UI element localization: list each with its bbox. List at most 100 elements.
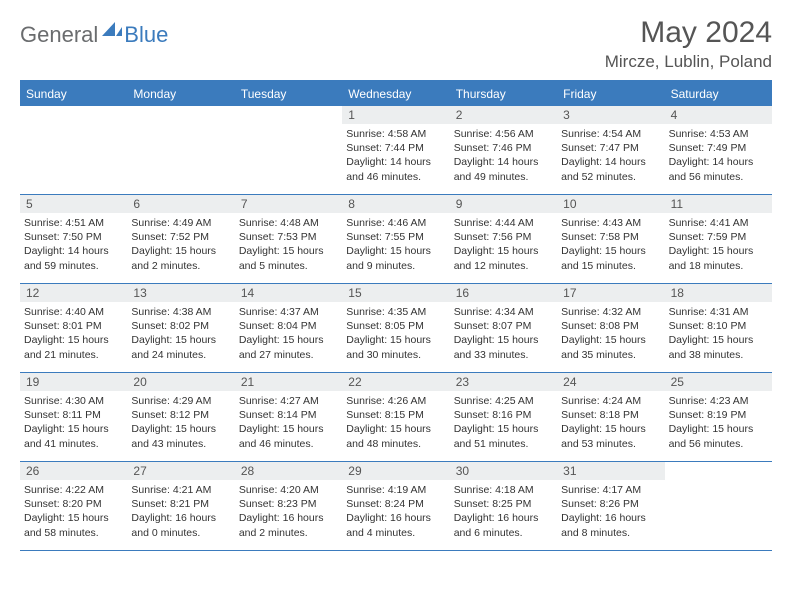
calendar-day: 6 Sunrise: 4:49 AMSunset: 7:52 PMDaylight… <box>127 195 234 283</box>
calendar-day: . <box>127 106 234 194</box>
day-number: 26 <box>20 462 127 480</box>
day-number: 17 <box>557 284 664 302</box>
sunrise-line: Sunrise: 4:56 AM <box>454 127 553 141</box>
sunrise-line: Sunrise: 4:23 AM <box>669 394 768 408</box>
calendar-day: 28Sunrise: 4:20 AMSunset: 8:23 PMDayligh… <box>235 462 342 550</box>
month-title: May 2024 <box>605 16 772 50</box>
sunset-line: Sunset: 7:44 PM <box>346 141 445 155</box>
daylight-line: Daylight: 16 hours and 4 minutes. <box>346 511 445 539</box>
calendar-day: 30Sunrise: 4:18 AMSunset: 8:25 PMDayligh… <box>450 462 557 550</box>
sunrise-line: Sunrise: 4:19 AM <box>346 483 445 497</box>
day-number: 29 <box>342 462 449 480</box>
calendar-day: 7Sunrise: 4:48 AMSunset: 7:53 PMDaylight… <box>235 195 342 283</box>
calendar-day: 15Sunrise: 4:35 AMSunset: 8:05 PMDayligh… <box>342 284 449 372</box>
calendar-week: ...1Sunrise: 4:58 AMSunset: 7:44 PMDayli… <box>20 106 772 195</box>
weekday-header-row: SundayMondayTuesdayWednesdayThursdayFrid… <box>20 82 772 106</box>
sunrise-line: Sunrise: 4:53 AM <box>669 127 768 141</box>
sunset-line: Sunset: 8:01 PM <box>24 319 123 333</box>
daylight-line: Daylight: 15 hours and 2 minutes. <box>131 244 230 272</box>
sunrise-line: Sunrise: 4:25 AM <box>454 394 553 408</box>
sunrise-line: Sunrise: 4:46 AM <box>346 216 445 230</box>
day-info: Sunrise: 4:49 AMSunset: 7:52 PMDaylight:… <box>131 216 230 273</box>
sunset-line: Sunset: 7:49 PM <box>669 141 768 155</box>
sunrise-line: Sunrise: 4:20 AM <box>239 483 338 497</box>
day-number: 15 <box>342 284 449 302</box>
day-info: Sunrise: 4:29 AMSunset: 8:12 PMDaylight:… <box>131 394 230 451</box>
day-number: 7 <box>235 195 342 213</box>
weekday-header: Saturday <box>665 82 772 106</box>
daylight-line: Daylight: 14 hours and 46 minutes. <box>346 155 445 183</box>
calendar-day: 9Sunrise: 4:44 AMSunset: 7:56 PMDaylight… <box>450 195 557 283</box>
logo-sail-icon <box>102 22 122 43</box>
day-number: 11 <box>665 195 772 213</box>
sunset-line: Sunset: 8:18 PM <box>561 408 660 422</box>
calendar-day: 8 Sunrise: 4:46 AMSunset: 7:55 PMDaylight… <box>342 195 449 283</box>
calendar-week: 19Sunrise: 4:30 AMSunset: 8:11 PMDayligh… <box>20 373 772 462</box>
sunset-line: Sunset: 8:23 PM <box>239 497 338 511</box>
day-info: Sunrise: 4:19 AMSunset: 8:24 PMDaylight:… <box>346 483 445 540</box>
sunrise-line: Sunrise: 4:17 AM <box>561 483 660 497</box>
calendar-day: 27Sunrise: 4:21 AMSunset: 8:21 PMDayligh… <box>127 462 234 550</box>
day-number: 24 <box>557 373 664 391</box>
sunset-line: Sunset: 8:16 PM <box>454 408 553 422</box>
daylight-line: Daylight: 15 hours and 12 minutes. <box>454 244 553 272</box>
logo: General Blue <box>20 16 168 48</box>
sunrise-line: Sunrise: 4:26 AM <box>346 394 445 408</box>
sunset-line: Sunset: 8:07 PM <box>454 319 553 333</box>
sunset-line: Sunset: 8:12 PM <box>131 408 230 422</box>
sunrise-line: Sunrise: 4:32 AM <box>561 305 660 319</box>
daylight-line: Daylight: 15 hours and 41 minutes. <box>24 422 123 450</box>
sunrise-line: Sunrise: 4:41 AM <box>669 216 768 230</box>
sunset-line: Sunset: 7:52 PM <box>131 230 230 244</box>
daylight-line: Daylight: 15 hours and 43 minutes. <box>131 422 230 450</box>
calendar-body: ...1Sunrise: 4:58 AMSunset: 7:44 PMDayli… <box>20 106 772 551</box>
day-info: Sunrise: 4:26 AMSunset: 8:15 PMDaylight:… <box>346 394 445 451</box>
day-info: Sunrise: 4:32 AMSunset: 8:08 PMDaylight:… <box>561 305 660 362</box>
calendar-day: 24Sunrise: 4:24 AMSunset: 8:18 PMDayligh… <box>557 373 664 461</box>
daylight-line: Daylight: 15 hours and 46 minutes. <box>239 422 338 450</box>
day-info: Sunrise: 4:23 AMSunset: 8:19 PMDaylight:… <box>669 394 768 451</box>
day-number: 18 <box>665 284 772 302</box>
sunset-line: Sunset: 8:14 PM <box>239 408 338 422</box>
sunset-line: Sunset: 8:05 PM <box>346 319 445 333</box>
calendar-day: 25Sunrise: 4:23 AMSunset: 8:19 PMDayligh… <box>665 373 772 461</box>
day-number: 2 <box>450 106 557 124</box>
sunrise-line: Sunrise: 4:35 AM <box>346 305 445 319</box>
day-number: 5 <box>20 195 127 213</box>
day-info: Sunrise: 4:20 AMSunset: 8:23 PMDaylight:… <box>239 483 338 540</box>
calendar-day: 23Sunrise: 4:25 AMSunset: 8:16 PMDayligh… <box>450 373 557 461</box>
day-number: 22 <box>342 373 449 391</box>
calendar-day: 13Sunrise: 4:38 AMSunset: 8:02 PMDayligh… <box>127 284 234 372</box>
day-number: 21 <box>235 373 342 391</box>
daylight-line: Daylight: 15 hours and 5 minutes. <box>239 244 338 272</box>
day-number: 23 <box>450 373 557 391</box>
day-number: 10 <box>557 195 664 213</box>
sunrise-line: Sunrise: 4:24 AM <box>561 394 660 408</box>
day-info: Sunrise: 4:54 AMSunset: 7:47 PMDaylight:… <box>561 127 660 184</box>
day-number: 8 <box>342 195 449 213</box>
daylight-line: Daylight: 16 hours and 6 minutes. <box>454 511 553 539</box>
weekday-header: Tuesday <box>235 82 342 106</box>
calendar-day: 26Sunrise: 4:22 AMSunset: 8:20 PMDayligh… <box>20 462 127 550</box>
weekday-header: Sunday <box>20 82 127 106</box>
day-number: 19 <box>20 373 127 391</box>
sunrise-line: Sunrise: 4:49 AM <box>131 216 230 230</box>
weekday-header: Wednesday <box>342 82 449 106</box>
day-info: Sunrise: 4:41 AMSunset: 7:59 PMDaylight:… <box>669 216 768 273</box>
sunrise-line: Sunrise: 4:34 AM <box>454 305 553 319</box>
calendar-day: . <box>665 462 772 550</box>
sunset-line: Sunset: 8:11 PM <box>24 408 123 422</box>
calendar-day: 20Sunrise: 4:29 AMSunset: 8:12 PMDayligh… <box>127 373 234 461</box>
daylight-line: Daylight: 15 hours and 9 minutes. <box>346 244 445 272</box>
day-number: 16 <box>450 284 557 302</box>
day-number: 9 <box>450 195 557 213</box>
day-number: 6 <box>127 195 234 213</box>
day-number: 3 <box>557 106 664 124</box>
day-info: Sunrise: 4:46 AMSunset: 7:55 PMDaylight:… <box>346 216 445 273</box>
sunset-line: Sunset: 8:21 PM <box>131 497 230 511</box>
daylight-line: Daylight: 15 hours and 35 minutes. <box>561 333 660 361</box>
calendar-day: 18Sunrise: 4:31 AMSunset: 8:10 PMDayligh… <box>665 284 772 372</box>
sunset-line: Sunset: 7:55 PM <box>346 230 445 244</box>
calendar-day: . <box>20 106 127 194</box>
daylight-line: Daylight: 15 hours and 48 minutes. <box>346 422 445 450</box>
